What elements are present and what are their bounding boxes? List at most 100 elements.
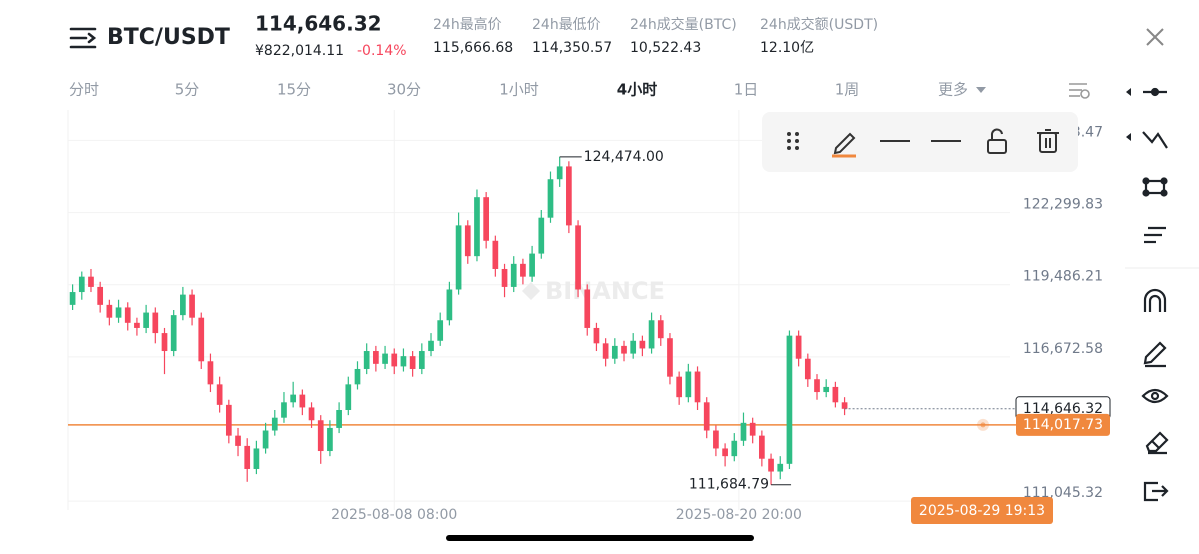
candle-body [759, 435, 765, 459]
candle-body [814, 379, 820, 393]
candle-body [713, 430, 719, 449]
candle-body [290, 394, 297, 403]
stat-value: 12.10亿 [760, 40, 814, 56]
candle-body [593, 327, 600, 344]
tool-text[interactable] [1144, 226, 1166, 244]
crosshair-time-box [911, 497, 1053, 524]
candle-body [731, 440, 738, 457]
y-tick-label: 116,672.58 [1023, 341, 1103, 357]
sidebar [1125, 87, 1199, 502]
home-indicator [446, 535, 754, 541]
candle-body [455, 225, 462, 290]
candle-body [832, 386, 839, 403]
pen-tool[interactable] [832, 132, 856, 158]
y-tick-label: 122,299.83 [1023, 197, 1103, 213]
timeframe-tab[interactable]: 5分 [175, 81, 200, 99]
tool-eraser[interactable] [1145, 431, 1169, 455]
stat-value: 10,522.43 [630, 40, 701, 56]
candle-body [749, 422, 756, 436]
candle-body [611, 345, 618, 359]
watermark-logo [522, 282, 540, 300]
candle-body [97, 286, 104, 305]
candle-body [198, 317, 205, 362]
crosshair-dot-core [980, 422, 986, 428]
candle-body [391, 353, 398, 367]
candle-body [400, 356, 407, 367]
timeframe-tab[interactable]: 1周 [835, 81, 860, 99]
stat-label: 24h最低价 [532, 17, 601, 33]
stat-value: 115,666.68 [433, 40, 513, 56]
tool-fib[interactable] [1126, 131, 1168, 149]
candle-body [492, 240, 499, 269]
timeframe-tab[interactable]: 1日 [734, 81, 759, 99]
last-price-label: 114,646.32 [1023, 401, 1103, 417]
settings-icon[interactable] [1069, 83, 1090, 99]
stat-label: 24h最高价 [433, 16, 502, 33]
candle-body [786, 335, 793, 464]
tool-exit[interactable] [1143, 481, 1169, 502]
candle-body [464, 225, 471, 257]
candle-body [575, 225, 581, 290]
candle-body [841, 402, 848, 409]
timeframe-tab[interactable]: 30分 [387, 81, 421, 99]
candle-body [722, 448, 728, 457]
candle-body [740, 422, 747, 441]
candle-body [152, 312, 159, 334]
candle-body [639, 340, 646, 349]
price: 114,646.32 [255, 12, 382, 36]
candle-body [602, 343, 609, 359]
timeframe-tab[interactable]: 1小时 [499, 81, 539, 99]
candle-body [363, 351, 370, 369]
tool-pen[interactable] [1143, 341, 1167, 368]
candle-body [446, 289, 453, 321]
high-label: 124,474.00 [584, 149, 664, 165]
mark-price-label: 114,017.73 [1023, 417, 1103, 433]
candle-body [501, 268, 508, 287]
stat-label: 24h成交额(USDT) [760, 16, 878, 33]
candle-body [409, 356, 416, 369]
delete-tool[interactable] [1037, 129, 1059, 153]
y-tick-label: 119,486.21 [1023, 269, 1103, 285]
candle-body [106, 304, 113, 318]
lock-tool[interactable] [987, 128, 1007, 154]
menu-icon[interactable] [69, 27, 97, 49]
candle-body [78, 276, 85, 293]
candle-body [556, 166, 563, 180]
candle-body [667, 338, 673, 377]
timeframe-tab[interactable]: 4小时 [617, 81, 657, 99]
tool-shape[interactable] [1142, 177, 1168, 197]
close-icon[interactable] [1146, 28, 1164, 46]
crosshair-time: 2025-08-29 19:13 [919, 503, 1045, 519]
tool-magnet[interactable] [1143, 288, 1167, 312]
candle-body [584, 289, 591, 328]
candle-body [474, 197, 480, 257]
tool-line[interactable] [1126, 87, 1167, 97]
more-arrow [976, 87, 986, 93]
tool-eye[interactable] [1141, 388, 1169, 404]
mark-price-box [1016, 413, 1110, 436]
timeframe-tab[interactable]: 分时 [69, 81, 99, 99]
timeframe-tab[interactable]: 更多 [938, 81, 968, 99]
cny-price: ¥822,014.11 [255, 43, 344, 59]
drag-handle[interactable] [787, 132, 799, 150]
pair: BTC/USDT [107, 25, 230, 50]
candle-body [308, 407, 315, 421]
timeframe-tab[interactable]: 15分 [277, 81, 311, 99]
candle-body [244, 445, 251, 469]
candle-body [235, 435, 241, 446]
candle-body [621, 345, 627, 354]
candle-body [299, 394, 306, 408]
candle-body [795, 335, 802, 359]
candle-body [418, 351, 425, 369]
candle-body [428, 340, 434, 352]
candle-body [685, 371, 692, 398]
candle-body [520, 263, 526, 277]
x-tick-label: 2025-08-08 08:00 [331, 507, 457, 523]
candle-body [657, 320, 664, 339]
candle-body [648, 320, 655, 349]
candle-body [804, 358, 811, 380]
candle-body [281, 402, 287, 418]
candle-body [143, 312, 149, 328]
candle-body [207, 361, 214, 385]
